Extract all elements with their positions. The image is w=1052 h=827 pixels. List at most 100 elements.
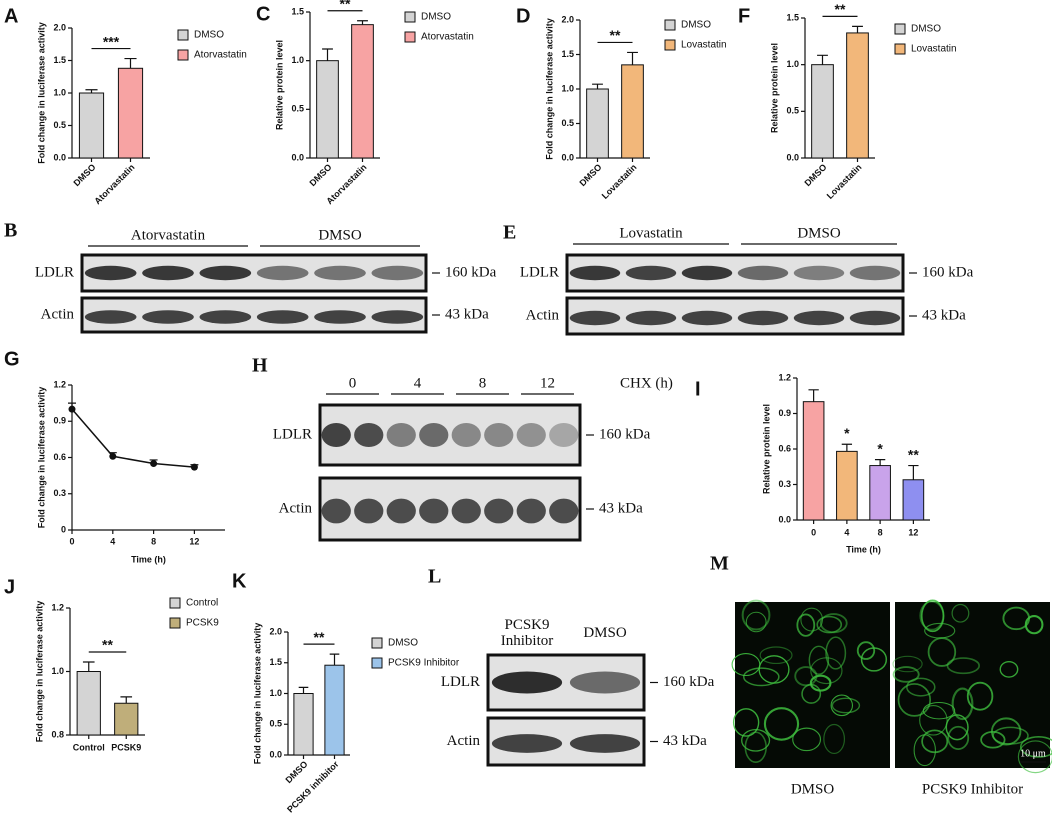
cell [919, 705, 948, 736]
group-label: 0 [349, 375, 357, 391]
x-tick-label: DMSO [283, 759, 309, 785]
row-label: Actin [279, 500, 313, 516]
legend-label: PCSK9 Inhibitor [388, 658, 460, 669]
error-bar [82, 661, 95, 672]
band [491, 734, 563, 753]
y-tick-label: 0.9 [778, 408, 791, 418]
error-bar [357, 20, 368, 25]
cell [999, 660, 1019, 678]
y-axis-label: Fold change in luciferase activity [544, 18, 554, 160]
cell [825, 636, 847, 670]
error-bar [124, 57, 137, 69]
cell [830, 694, 854, 717]
cell [794, 666, 818, 687]
panel-label: D [516, 5, 530, 27]
error-bar [85, 89, 98, 93]
band [386, 423, 416, 447]
bar [621, 64, 644, 159]
significance: ** [102, 637, 113, 653]
cell [1017, 740, 1052, 774]
band [386, 498, 416, 524]
caption: PCSK9 Inhibitor [922, 781, 1023, 797]
legend-label: DMSO [681, 20, 711, 31]
cell [823, 723, 846, 755]
cell [792, 727, 822, 752]
band [569, 310, 621, 326]
cell [945, 714, 969, 741]
group-label: PCSK9 Inhibitor [501, 617, 554, 649]
cell [808, 645, 830, 675]
bar [586, 88, 609, 159]
y-tick-label: 1.0 [53, 87, 66, 97]
band [419, 498, 449, 524]
band [484, 423, 514, 447]
significance: ** [340, 0, 351, 11]
panel-label: J [4, 576, 15, 598]
x-tick-label: 12 [189, 536, 199, 546]
legend-swatch [177, 49, 189, 61]
band [371, 310, 424, 324]
y-tick-label: 2.0 [269, 626, 282, 636]
y-tick-label: 1.5 [561, 49, 574, 59]
x-tick-label: Lovastatin [600, 162, 639, 201]
legend-swatch [371, 637, 383, 649]
group-label: DMSO [797, 225, 841, 241]
group-label: Atorvastatin [131, 227, 206, 243]
y-tick-label: 1.2 [51, 602, 64, 612]
row-label: Actin [41, 306, 75, 322]
group-label: 8 [479, 375, 487, 391]
y-tick-label: 2.0 [53, 22, 66, 32]
cell [906, 677, 936, 697]
y-axis-label: Fold change in luciferase activity [252, 623, 262, 765]
size-label: 43 kDa [663, 733, 707, 749]
y-tick-label: 1.2 [778, 372, 791, 382]
blot-box [80, 253, 428, 293]
y-tick-label: 1.0 [51, 666, 64, 676]
band [84, 310, 137, 324]
bar [324, 664, 345, 756]
band [314, 265, 366, 281]
cell [800, 607, 824, 632]
error-bar [322, 48, 333, 61]
error-bar [817, 54, 828, 65]
row-label: Actin [447, 733, 481, 749]
bar [869, 465, 891, 521]
y-tick-label: 1.5 [291, 6, 304, 16]
band [256, 310, 309, 324]
panel-label: B [4, 220, 17, 242]
y-tick-label: 0.3 [53, 488, 66, 498]
legend-label: Lovastatin [681, 40, 727, 51]
legend-swatch [894, 23, 906, 35]
y-axis-label: Relative protein level [769, 43, 779, 133]
panel-label: F [738, 5, 750, 27]
legend-label: PCSK9 [186, 618, 219, 629]
cell [758, 655, 790, 684]
bar [811, 64, 834, 159]
band [371, 265, 424, 281]
unit-label: CHX (h) [620, 375, 673, 391]
y-tick-label: 1.0 [561, 83, 574, 93]
band [321, 423, 351, 447]
y-tick-label: 0.5 [269, 719, 282, 729]
y-axis-label: Fold change in luciferase activity [36, 387, 46, 529]
y-axis-label: Relative protein level [274, 40, 284, 130]
row-label: LDLR [273, 426, 312, 442]
x-tick-label: 0 [811, 527, 816, 537]
legend-swatch [371, 657, 383, 669]
cell [856, 641, 876, 660]
error-bar [874, 459, 886, 466]
cell [966, 681, 994, 711]
y-tick-label: 1.2 [53, 379, 66, 389]
band [354, 498, 384, 524]
panel-label: L [428, 566, 441, 588]
band [142, 265, 194, 281]
band [419, 423, 449, 447]
cell [897, 683, 932, 717]
band [569, 265, 621, 281]
panel-label: C [256, 3, 270, 25]
band [737, 265, 789, 281]
bar [316, 60, 339, 159]
size-label: 43 kDa [599, 500, 643, 516]
cell [946, 657, 980, 675]
